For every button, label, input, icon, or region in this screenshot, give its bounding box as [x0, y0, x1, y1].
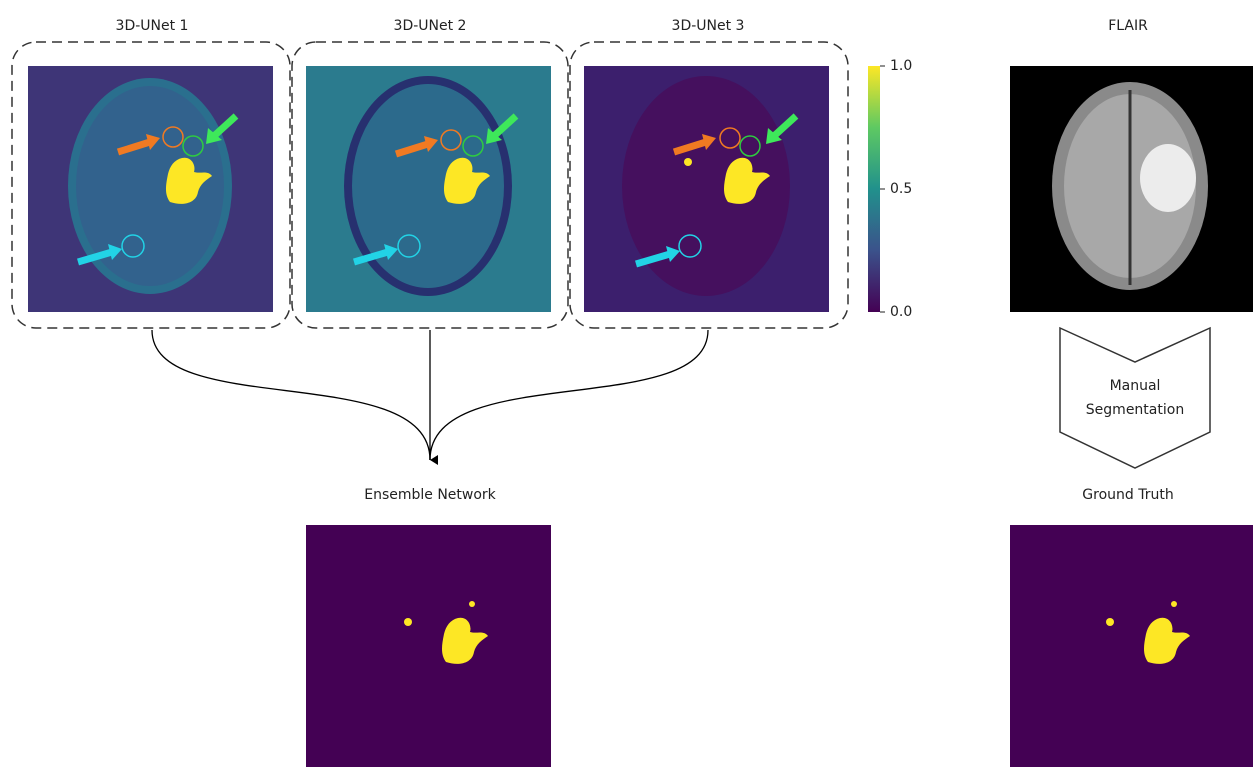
- connector: [429, 329, 709, 461]
- ground-truth-image: [1010, 525, 1253, 767]
- panel-title: Ensemble Network: [364, 487, 496, 503]
- dashed-box: [569, 41, 849, 329]
- prediction-map: [28, 66, 273, 312]
- colorbar: [868, 66, 880, 312]
- colorbar-tick-label: 0.5: [890, 181, 912, 197]
- process-label: Manual: [1110, 378, 1161, 394]
- colorbar-tick-label: 1.0: [890, 58, 912, 74]
- colorbar-tick-label: 0.0: [890, 304, 912, 320]
- panel-title: 3D-UNet 2: [394, 18, 467, 34]
- connector: [151, 329, 431, 461]
- ensemble-image: [306, 525, 551, 767]
- panel-title: 3D-UNet 1: [116, 18, 189, 34]
- panel-title: 3D-UNet 3: [672, 18, 745, 34]
- process-arrow: [1059, 326, 1211, 469]
- prediction-map: [584, 66, 829, 312]
- panel-title: FLAIR: [1108, 18, 1148, 34]
- flair-image: [1010, 66, 1253, 312]
- dashed-box: [291, 41, 569, 329]
- panel-title: Ground Truth: [1082, 487, 1173, 503]
- prediction-map: [306, 66, 551, 312]
- dashed-box: [11, 41, 291, 329]
- process-label: Segmentation: [1086, 402, 1184, 418]
